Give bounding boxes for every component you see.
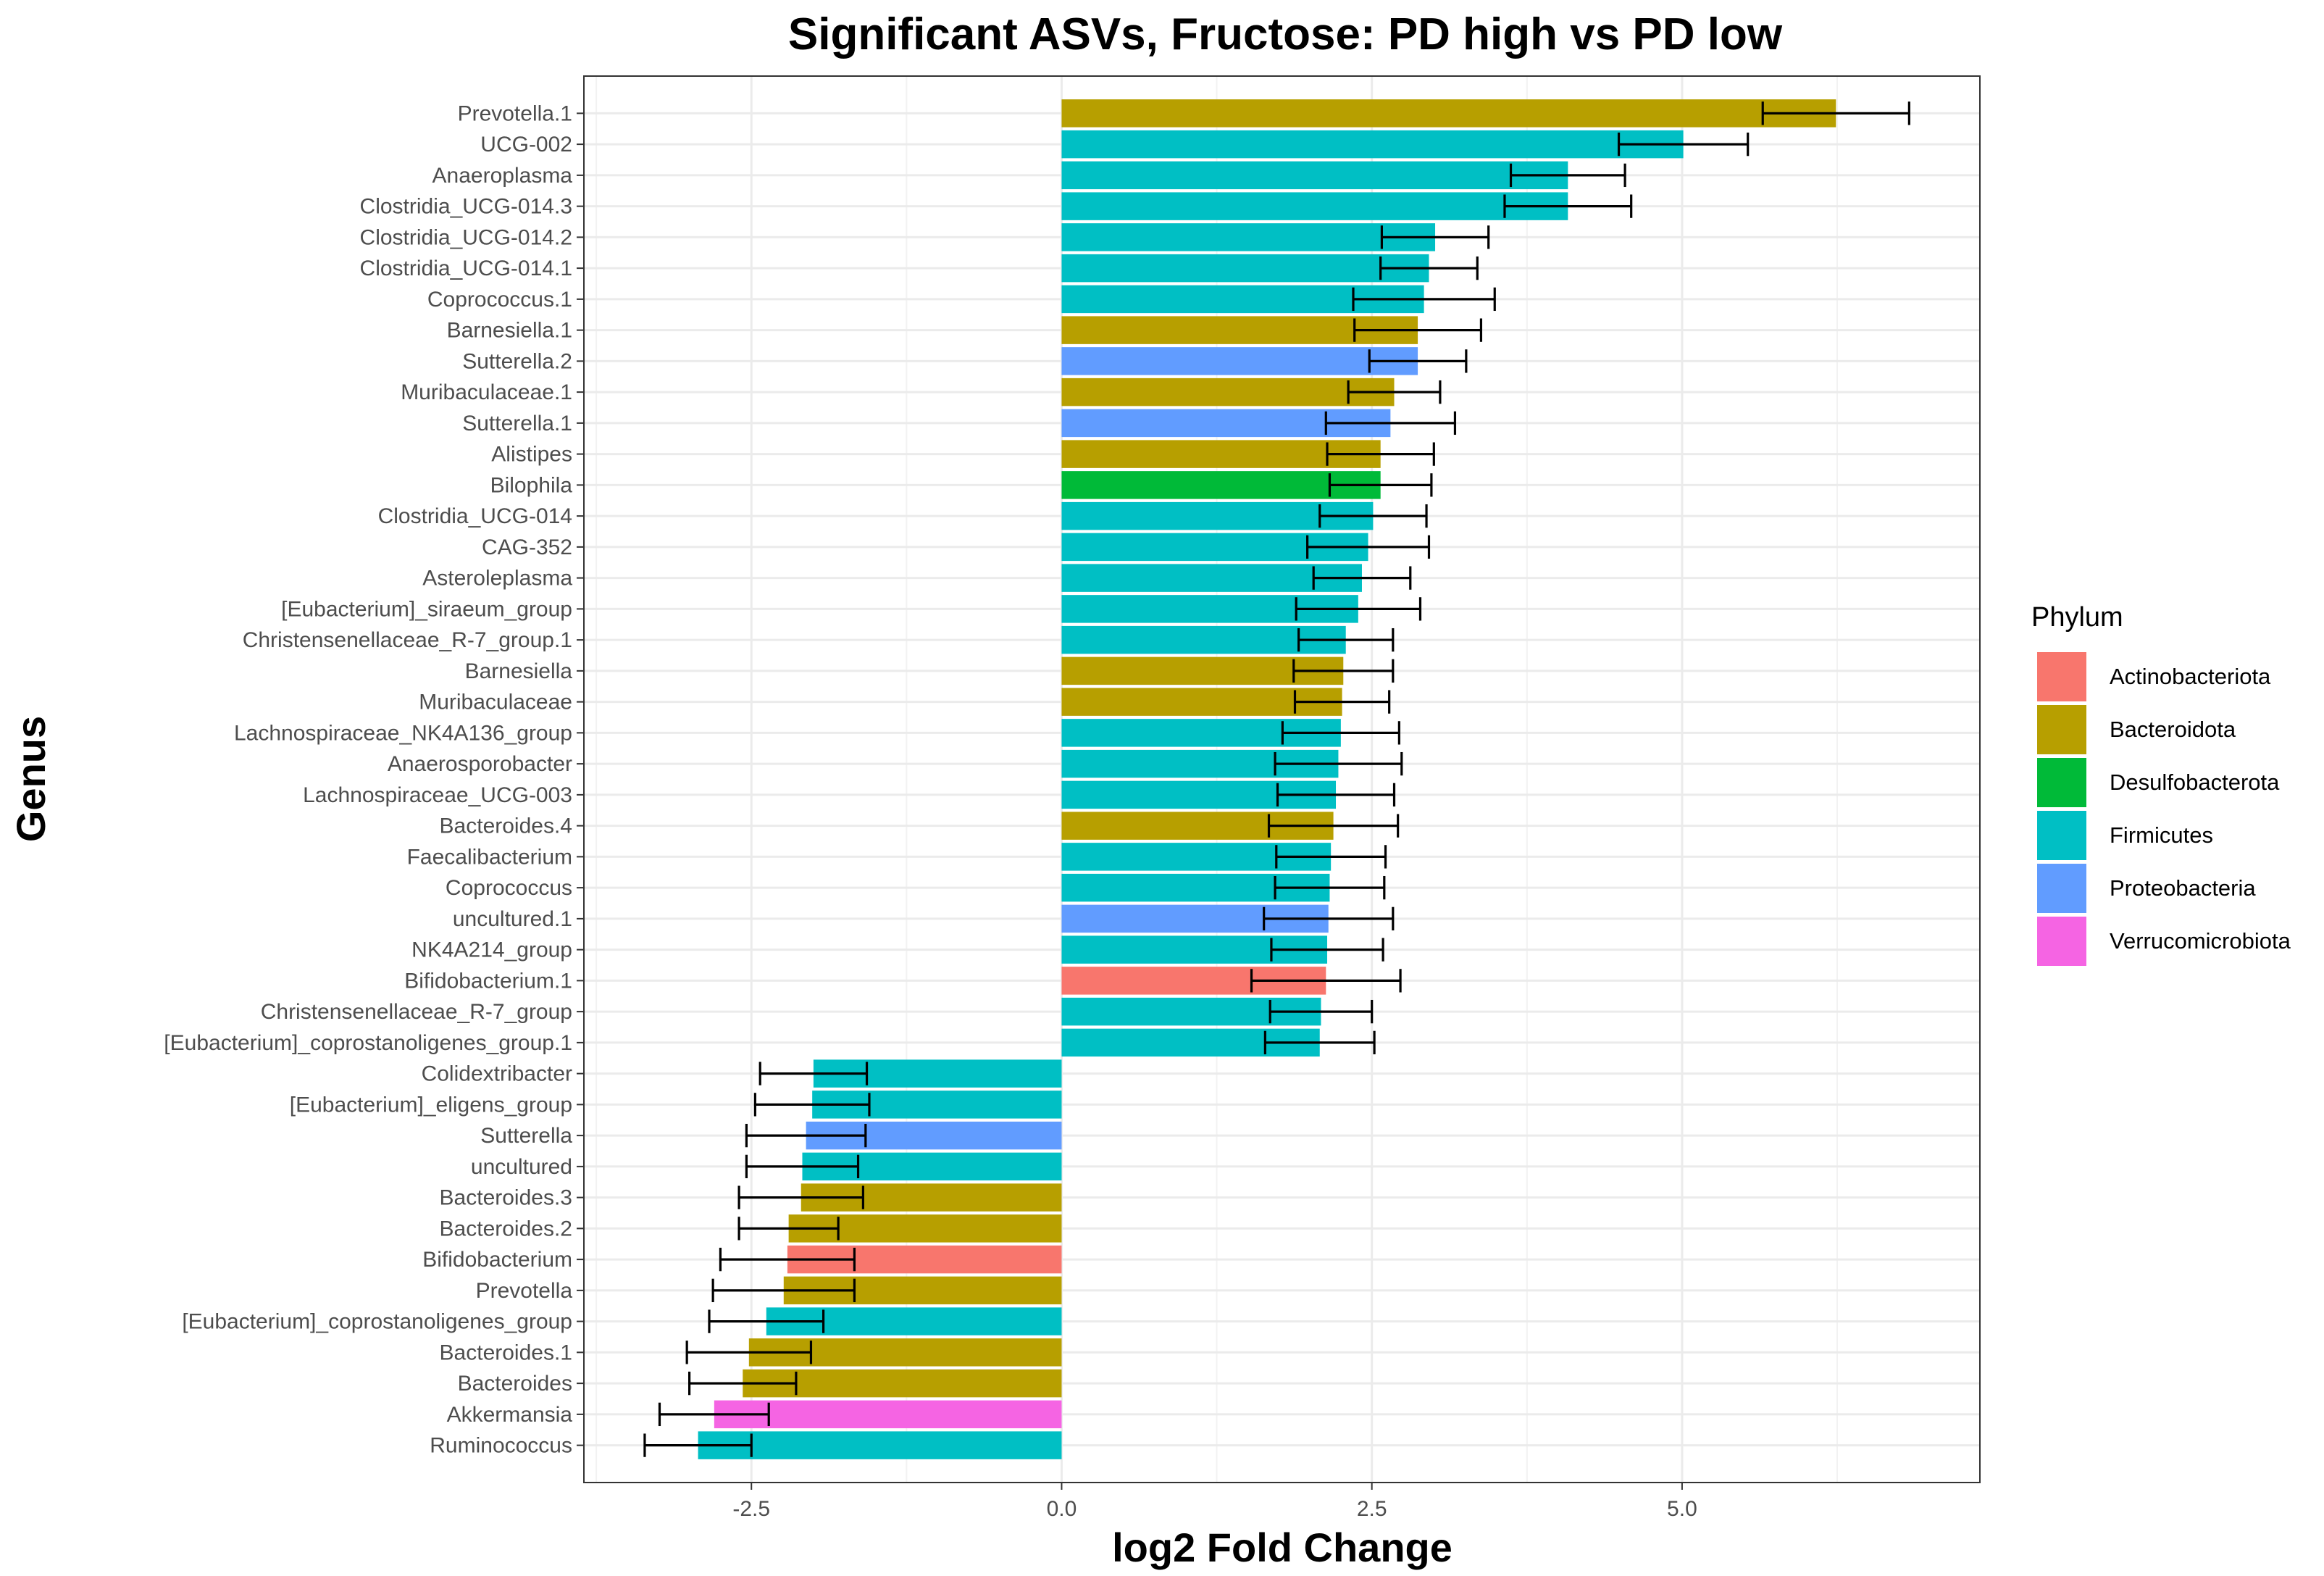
legend-label: Actinobacteriota: [2110, 664, 2271, 689]
panel-border: [583, 75, 1981, 1483]
y-tick-label: Lachnospiraceae_NK4A136_group: [234, 721, 572, 745]
y-tick-label: Bacteroides.4: [440, 814, 572, 838]
bar: [698, 1431, 1062, 1459]
chart-title: Significant ASVs, Fructose: PD high vs P…: [788, 9, 1783, 59]
x-tick-label: 0.0: [1047, 1497, 1077, 1521]
y-tick-label: uncultured.1: [453, 907, 572, 931]
bar: [1061, 347, 1418, 375]
y-axis-title: Genus: [8, 716, 54, 842]
bar: [1061, 564, 1362, 592]
bar: [1061, 254, 1429, 283]
legend-swatch: [2037, 917, 2086, 966]
legend-swatch: [2037, 705, 2086, 754]
bar: [714, 1400, 1062, 1429]
legend-label: Firmicutes: [2110, 822, 2213, 848]
y-tick-label: Coprococcus.1: [427, 288, 572, 312]
y-tick-label: Asteroleplasma: [422, 567, 572, 591]
legend-swatch: [2037, 811, 2086, 860]
y-tick-label: Prevotella.1: [458, 101, 572, 125]
bar: [1061, 161, 1568, 190]
y-tick-label: Clostridia_UCG-014.3: [360, 195, 572, 219]
y-tick-label: Faecalibacterium: [407, 845, 572, 869]
y-tick-label: Coprococcus: [446, 876, 572, 900]
bar: [1061, 471, 1381, 499]
x-tick-label: 5.0: [1667, 1497, 1697, 1521]
y-tick-label: Barnesiella.1: [447, 319, 572, 343]
y-tick-label: Ruminococcus: [430, 1434, 572, 1458]
legend: Phylum Actinobacteriota Bacteroidota Desul…: [2031, 602, 2291, 966]
y-tick-label: Bilophila: [490, 473, 573, 497]
y-tick-label: Muribaculaceae: [419, 691, 572, 714]
y-tick-label: Anaerosporobacter: [388, 752, 572, 776]
y-tick-label: Lachnospiraceae_UCG-003: [303, 783, 572, 807]
legend-items: Actinobacteriota Bacteroidota Desulfobacte…: [2037, 652, 2291, 966]
y-tick-label: Alistipes: [491, 443, 572, 467]
y-tick-label: Bifidobacterium: [422, 1248, 572, 1272]
y-tick-label: Bifidobacterium.1: [404, 969, 572, 993]
y-tick-label: NK4A214_group: [411, 938, 572, 962]
legend-swatch: [2037, 864, 2086, 913]
y-tick-label: Colidextribacter: [422, 1062, 572, 1086]
y-tick-label: [Eubacterium]_coprostanoligenes_group: [182, 1310, 572, 1334]
bar: [1061, 130, 1684, 159]
y-tick-label: Clostridia_UCG-014.2: [360, 225, 572, 249]
y-axis: Prevotella.1 UCG-002 Anaeroplasma Clostridi…: [164, 101, 584, 1458]
y-tick-label: Barnesiella: [465, 659, 573, 683]
y-tick-label: Bacteroides.3: [440, 1186, 572, 1210]
y-tick-label: Muribaculaceae.1: [401, 380, 572, 404]
y-tick-label: Christensenellaceae_R-7_group: [261, 1000, 572, 1024]
y-tick-label: Clostridia_UCG-014.1: [360, 257, 572, 280]
y-tick-label: Akkermansia: [447, 1403, 573, 1427]
x-tick-label: -2.5: [732, 1497, 770, 1521]
legend-label: Desulfobacterota: [2110, 770, 2280, 795]
y-tick-label: uncultured: [471, 1155, 572, 1179]
bar: [1061, 223, 1436, 251]
plot-errors: [643, 101, 1910, 1457]
legend-swatch: [2037, 652, 2086, 701]
y-tick-label: Sutterella.1: [462, 412, 572, 435]
y-tick-label: Bacteroides.1: [440, 1341, 572, 1364]
y-tick-label: Prevotella: [476, 1279, 573, 1303]
y-tick-label: Sutterella.2: [462, 349, 572, 373]
x-axis-title: log2 Fold Change: [1112, 1525, 1452, 1570]
bar: [1061, 99, 1836, 128]
bar: [1061, 378, 1395, 406]
y-tick-label: Bacteroides: [458, 1372, 572, 1396]
y-tick-label: Anaeroplasma: [432, 164, 573, 188]
y-tick-label: [Eubacterium]_coprostanoligenes_group.1: [164, 1031, 572, 1055]
y-tick-label: Bacteroides.2: [440, 1217, 572, 1241]
legend-swatch: [2037, 758, 2086, 807]
legend-label: Bacteroidota: [2110, 717, 2236, 742]
legend-title: Phylum: [2031, 602, 2123, 633]
legend-label: Verrucomicrobiota: [2110, 928, 2291, 954]
y-tick-label: [Eubacterium]_siraeum_group: [281, 597, 572, 621]
y-tick-label: [Eubacterium]_eligens_group: [290, 1093, 572, 1117]
y-tick-label: CAG-352: [482, 535, 572, 559]
legend-label: Proteobacteria: [2110, 875, 2256, 901]
bar: [1061, 192, 1568, 220]
y-tick-label: UCG-002: [480, 133, 572, 157]
x-tick-label: 2.5: [1357, 1497, 1387, 1521]
y-tick-label: Clostridia_UCG-014: [378, 504, 572, 528]
y-tick-label: Sutterella: [480, 1124, 572, 1148]
x-axis: -2.5 0.0 2.5 5.0: [732, 1483, 1697, 1521]
y-tick-label: Christensenellaceae_R-7_group.1: [243, 628, 572, 652]
